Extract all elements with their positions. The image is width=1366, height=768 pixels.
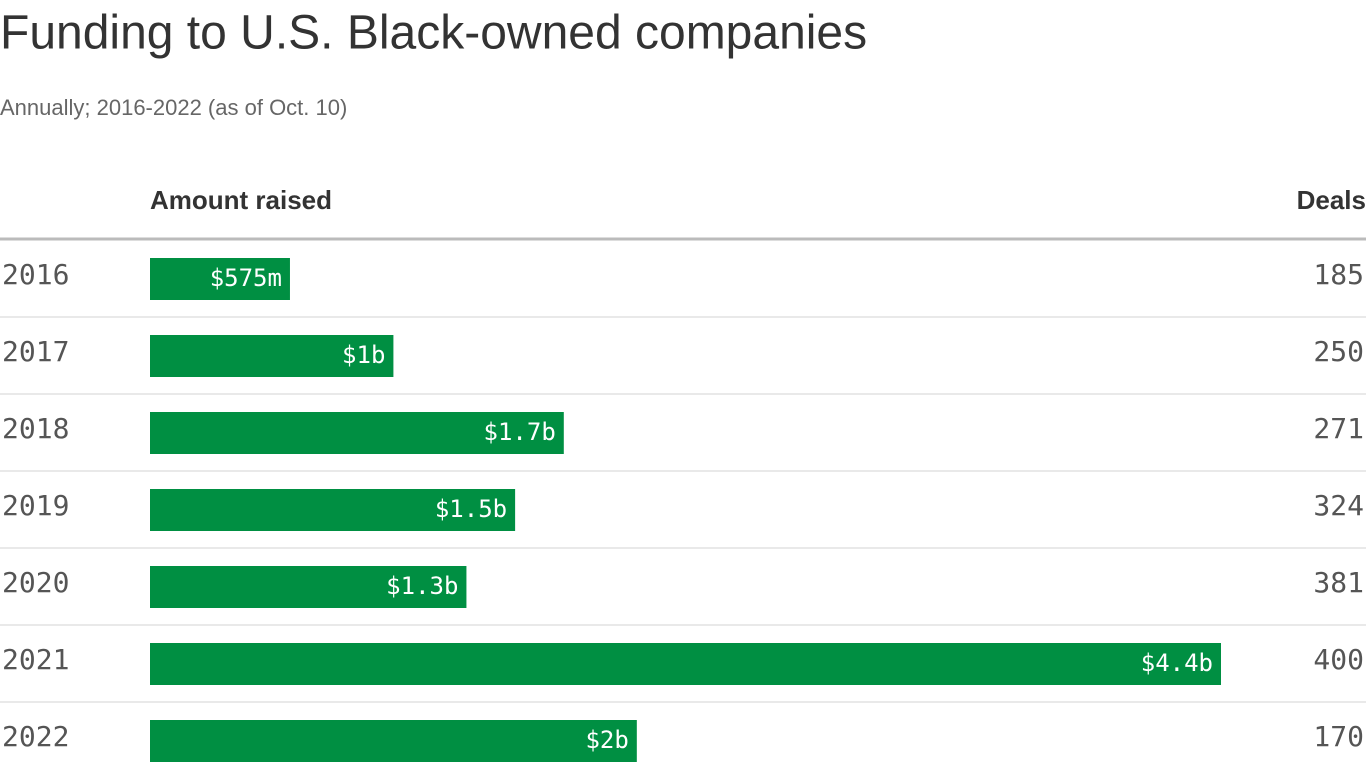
value-label: $1.7b [484, 418, 556, 446]
category-label: 2020 [2, 566, 69, 599]
category-label: 2022 [2, 720, 69, 753]
category-label: 2016 [2, 258, 69, 291]
deals-value: 271 [1313, 412, 1364, 445]
deals-value: 400 [1313, 643, 1364, 676]
bar [150, 258, 290, 300]
bar [150, 720, 637, 762]
chart-subtitle: Annually; 2016-2022 (as of Oct. 10) [0, 95, 347, 120]
chart-title: Funding to U.S. Black-owned companies [0, 7, 867, 60]
value-label: $4.4b [1141, 649, 1213, 677]
value-label: $2b [585, 726, 628, 754]
bar [150, 412, 564, 454]
category-label: 2018 [2, 412, 69, 445]
column-header: Amount raised [150, 185, 332, 215]
value-label: $1b [342, 341, 385, 369]
bar [150, 335, 394, 377]
bar [150, 643, 1221, 685]
value-label: $1.5b [435, 495, 507, 523]
category-label: 2021 [2, 643, 69, 676]
value-label: $575m [210, 264, 282, 292]
value-label: $1.3b [386, 572, 458, 600]
bar [150, 489, 516, 531]
deals-value: 250 [1313, 335, 1364, 368]
bar [150, 566, 467, 608]
column-header: Deals [1297, 185, 1366, 215]
deals-value: 185 [1313, 258, 1364, 291]
deals-value: 170 [1313, 720, 1364, 753]
deals-value: 381 [1313, 566, 1364, 599]
deals-value: 324 [1313, 489, 1364, 522]
category-label: 2019 [2, 489, 69, 522]
category-label: 2017 [2, 335, 69, 368]
